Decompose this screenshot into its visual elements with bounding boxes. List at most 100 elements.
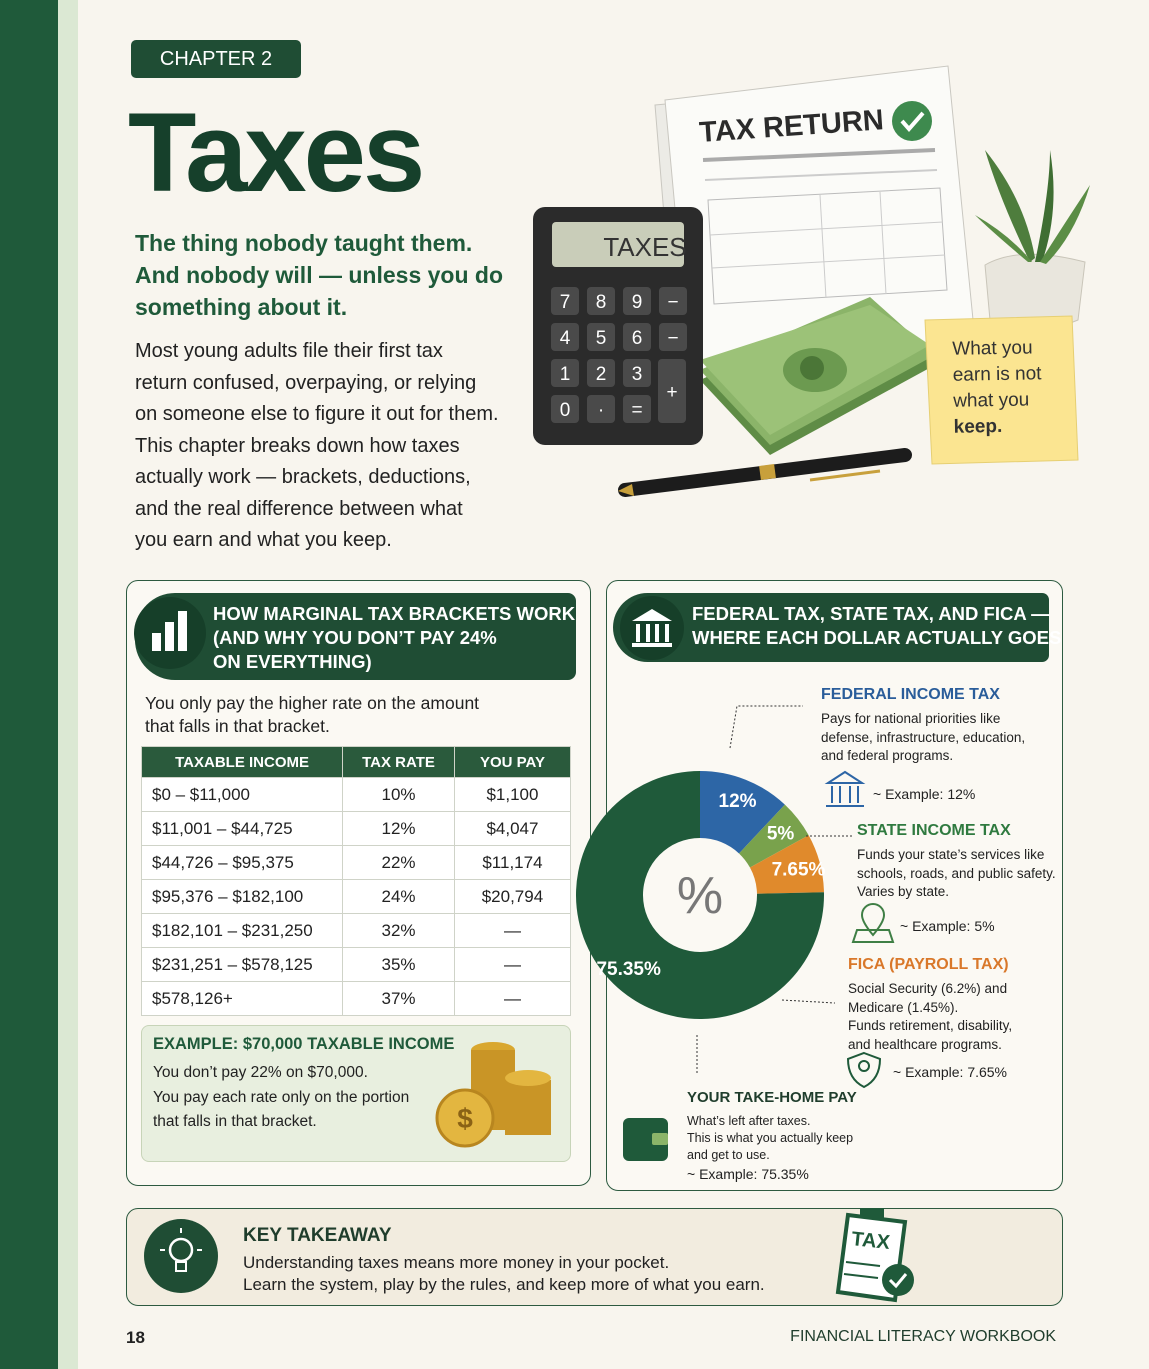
- calculator-key-label: 1: [560, 364, 571, 385]
- book-title: FINANCIAL LITERACY WORKBOOK: [790, 1328, 1056, 1345]
- text-line: return confused, overpaying, or relying: [135, 371, 477, 394]
- table-cell: $11,001 – $44,725: [140, 811, 344, 846]
- annotation-title: STATE INCOME TAX: [857, 822, 1011, 839]
- coins-part: [505, 1080, 551, 1135]
- calculator-key-label: +: [666, 382, 677, 403]
- bulb-icon-part: [175, 1261, 187, 1272]
- segment-label: 7.65%: [772, 860, 826, 881]
- center-label: %: [677, 867, 723, 925]
- text-line: What’s left after taxes.: [687, 1114, 811, 1128]
- text-line: schools, roads, and public safety.: [857, 865, 1056, 881]
- tax-return-paper-part: [707, 187, 948, 305]
- text-line: And nobody will — unless you do: [135, 262, 503, 288]
- sticky-bold: keep.: [953, 415, 1003, 438]
- table-cell: $578,126+: [140, 981, 344, 1016]
- table-cell: $0 – $11,000: [140, 777, 344, 812]
- table-cell: $182,101 – $231,250: [140, 913, 344, 948]
- pen-part: [809, 469, 881, 482]
- table-cell: $44,726 – $95,375: [140, 845, 344, 880]
- pen: [618, 448, 912, 497]
- calculator-part: [552, 222, 684, 267]
- location-icon-part: [860, 903, 886, 937]
- calculator-key-label: −: [667, 292, 678, 313]
- segment-label: 5%: [767, 823, 795, 844]
- plant-part: [1035, 150, 1054, 262]
- shield-icon: [846, 1051, 882, 1089]
- bank-icon-part: [632, 609, 672, 621]
- bank-icon: [620, 596, 684, 660]
- text-line: HOW MARGINAL TAX BRACKETS WORK: [213, 603, 576, 624]
- tax-return-paper-part: [711, 254, 946, 269]
- text-line: Funds retirement, disability,: [848, 1018, 1013, 1033]
- table-cell: 12%: [342, 811, 455, 846]
- plant-part: [1040, 185, 1090, 264]
- side-band: [0, 0, 78, 1369]
- table-cell: 22%: [342, 845, 455, 880]
- plant: [975, 150, 1090, 331]
- table-row: $578,126+ 37% —: [140, 981, 572, 1016]
- wallet-icon-part: [623, 1118, 668, 1161]
- shield-icon-part: [846, 1051, 882, 1089]
- intro: Most young adults file their first tax re…: [135, 336, 499, 557]
- text-line: defense, infrastructure, education,: [821, 729, 1026, 745]
- text-line: and healthcare programs.: [848, 1036, 1002, 1052]
- table-row: $0 – $11,000 10% $1,100: [140, 777, 572, 812]
- text-line: What you: [952, 337, 1033, 360]
- text-line: This is what you actually keep: [687, 1131, 854, 1145]
- calculator-key: [659, 287, 687, 315]
- segment-label: 12%: [719, 791, 757, 812]
- text-line: actually work — brackets, deductions,: [135, 466, 471, 488]
- text-line: ON EVERYTHING): [213, 651, 372, 672]
- donut-segment: [576, 771, 824, 1019]
- table-cell: —: [453, 913, 572, 948]
- annotation-icons: [824, 770, 866, 807]
- location-icon: [851, 903, 895, 943]
- example-lines: You don’t pay 22% on $70,000. You pay eac…: [153, 1061, 409, 1135]
- tax-return-paper-part: [702, 148, 936, 162]
- calculator-key-label: 6: [632, 328, 643, 349]
- text-line: WHERE EACH DOLLAR ACTUALLY GOES: [692, 627, 1062, 648]
- text-line: Most young adults file their first tax: [135, 340, 443, 362]
- calculator-key-label: 9: [632, 292, 643, 313]
- table-cell: $231,251 – $578,125: [140, 947, 344, 982]
- pen-part: [759, 464, 776, 480]
- bracket-icon-part: [165, 622, 174, 651]
- tax-return-paper-part: [900, 111, 925, 133]
- brackets-heading: HOW MARGINAL TAX BRACKETS WORK (AND WHY Y…: [213, 602, 575, 674]
- bracket-icon: [134, 597, 206, 669]
- pen-part: [618, 484, 634, 496]
- money-stack-part: [800, 356, 824, 380]
- shield-icon-part: [858, 1060, 870, 1072]
- bank-icon-part: [646, 624, 650, 642]
- text-line: and get to use.: [687, 1148, 770, 1162]
- text-line: that falls in that bracket.: [145, 716, 330, 736]
- calculator-key: [587, 395, 615, 423]
- text-line: Varies by state.: [857, 884, 950, 899]
- column-header: TAX RATE: [342, 746, 455, 778]
- text-line: The thing nobody taught them.: [135, 230, 473, 256]
- calculator-key-label: 4: [560, 328, 571, 349]
- side-band-part: [0, 0, 58, 1369]
- location-icon-part: [851, 929, 895, 943]
- wallet-icon: [623, 1118, 668, 1161]
- column-header: YOU PAY: [453, 746, 572, 778]
- tax-return-paper-part: [892, 101, 932, 141]
- annotation-title: FICA (PAYROLL TAX): [848, 956, 1009, 973]
- calculator-key: [623, 287, 651, 315]
- clipboard-icon-part: [882, 1264, 914, 1296]
- bracket-icon-part: [152, 633, 161, 651]
- takeaway-title: KEY TAKEAWAY: [243, 1225, 392, 1246]
- text-line: You pay each rate only on the portion: [153, 1088, 410, 1106]
- table-cell: 37%: [342, 981, 455, 1016]
- calculator-display: TAXES: [603, 232, 686, 262]
- text-line: something about it.: [135, 294, 348, 320]
- calculator-key: [623, 395, 651, 423]
- donut-segment: [700, 771, 785, 854]
- money-stack: [700, 297, 935, 455]
- calculator-key: [623, 359, 651, 387]
- clipboard-label: TAX: [850, 1228, 891, 1254]
- text-line: what you: [953, 389, 1030, 412]
- sticky-text: What you earn is not what you keep.: [952, 335, 1043, 441]
- table-row: $44,726 – $95,375 22% $11,174: [140, 845, 572, 880]
